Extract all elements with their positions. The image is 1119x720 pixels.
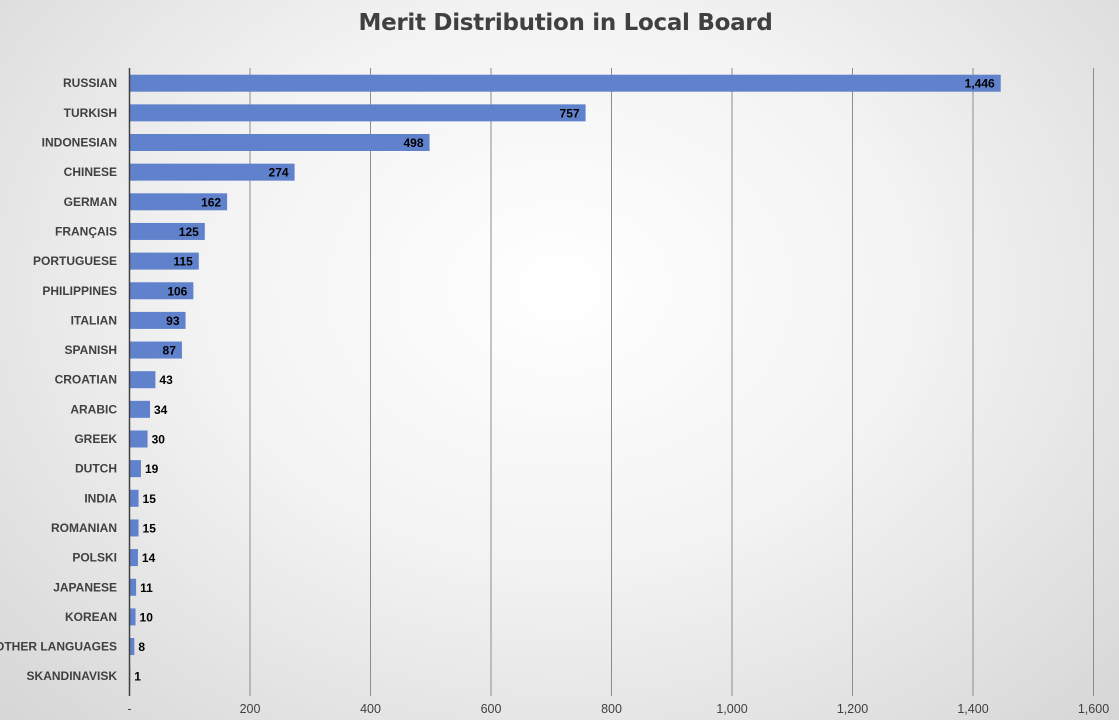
data-label: 19 <box>145 462 159 476</box>
bar <box>129 163 295 181</box>
bar <box>129 549 138 567</box>
category-label: SKANDINAVISK <box>27 669 118 683</box>
chart-title: Merit Distribution in Local Board <box>358 10 773 36</box>
bar <box>129 519 139 537</box>
data-label: 87 <box>163 344 177 358</box>
bar <box>129 638 135 656</box>
bar <box>129 311 186 329</box>
category-label: OTHER LANGUAGES <box>0 640 117 654</box>
data-label: 106 <box>167 284 187 298</box>
bar <box>129 400 150 418</box>
bar <box>129 341 182 359</box>
bar <box>129 489 139 507</box>
x-tick-label: 800 <box>601 702 622 716</box>
category-label: PORTUGUESE <box>33 254 117 268</box>
data-label: 757 <box>560 106 580 120</box>
category-label: INDIA <box>84 491 117 505</box>
x-tick-label: 200 <box>240 702 261 716</box>
data-label: 498 <box>404 136 424 150</box>
axes: - 200 400 600 800 1,000 1,200 1,400 1,600 RUSSIAN… <box>0 68 1109 716</box>
category-label: TURKISH <box>64 106 117 120</box>
category-label: CROATIAN <box>55 373 117 387</box>
data-label: 15 <box>143 492 157 506</box>
x-tick-label: 1,400 <box>957 702 988 716</box>
data-label: 43 <box>159 373 173 387</box>
data-label: 93 <box>166 314 180 328</box>
category-label: GREEK <box>74 432 117 446</box>
category-label: ITALIAN <box>71 313 117 327</box>
data-label: 34 <box>154 403 168 417</box>
category-label: DUTCH <box>75 462 117 476</box>
category-label: GERMAN <box>64 195 117 209</box>
x-tick-label: 1,200 <box>837 702 868 716</box>
category-label: ARABIC <box>70 402 117 416</box>
gridlines <box>249 68 1094 696</box>
data-label: 1 <box>134 670 141 684</box>
bar <box>129 104 586 122</box>
data-label: 30 <box>152 433 166 447</box>
bar <box>129 74 1001 92</box>
bar <box>129 371 156 389</box>
data-label: 11 <box>140 581 153 595</box>
bar <box>129 608 136 626</box>
bars: 1,44675749827416212511510693874334301915… <box>129 74 1001 685</box>
x-tick-label: 1,600 <box>1078 702 1109 716</box>
data-label: 115 <box>173 255 193 269</box>
category-label: RUSSIAN <box>63 76 117 90</box>
bar <box>129 134 430 151</box>
x-tick-label: 1,000 <box>716 702 747 716</box>
bar <box>129 578 137 596</box>
data-label: 10 <box>140 610 154 624</box>
data-label: 274 <box>269 166 289 180</box>
category-label: SPANISH <box>65 343 117 357</box>
bar <box>129 430 148 448</box>
bar <box>129 460 141 478</box>
data-label: 125 <box>179 225 199 239</box>
category-label: CHINESE <box>64 165 117 179</box>
category-label: ROMANIAN <box>51 521 117 535</box>
x-tick-label: - <box>127 702 131 716</box>
bar <box>129 193 228 211</box>
category-label: PHILIPPINES <box>42 284 117 298</box>
data-label: 8 <box>138 640 145 654</box>
category-label: FRANÇAIS <box>55 224 117 238</box>
category-label: JAPANESE <box>53 580 117 594</box>
x-tick-label: 600 <box>481 702 502 716</box>
data-label: 14 <box>142 551 156 565</box>
bar <box>129 282 194 300</box>
category-label: INDONESIAN <box>42 136 117 150</box>
data-label: 162 <box>201 195 221 209</box>
bar <box>129 222 205 240</box>
data-label: 15 <box>143 521 157 535</box>
category-label: KOREAN <box>65 610 117 624</box>
x-tick-label: 400 <box>360 702 381 716</box>
bar <box>129 252 199 270</box>
data-label: 1,446 <box>965 77 995 91</box>
category-label: POLSKI <box>72 551 117 565</box>
